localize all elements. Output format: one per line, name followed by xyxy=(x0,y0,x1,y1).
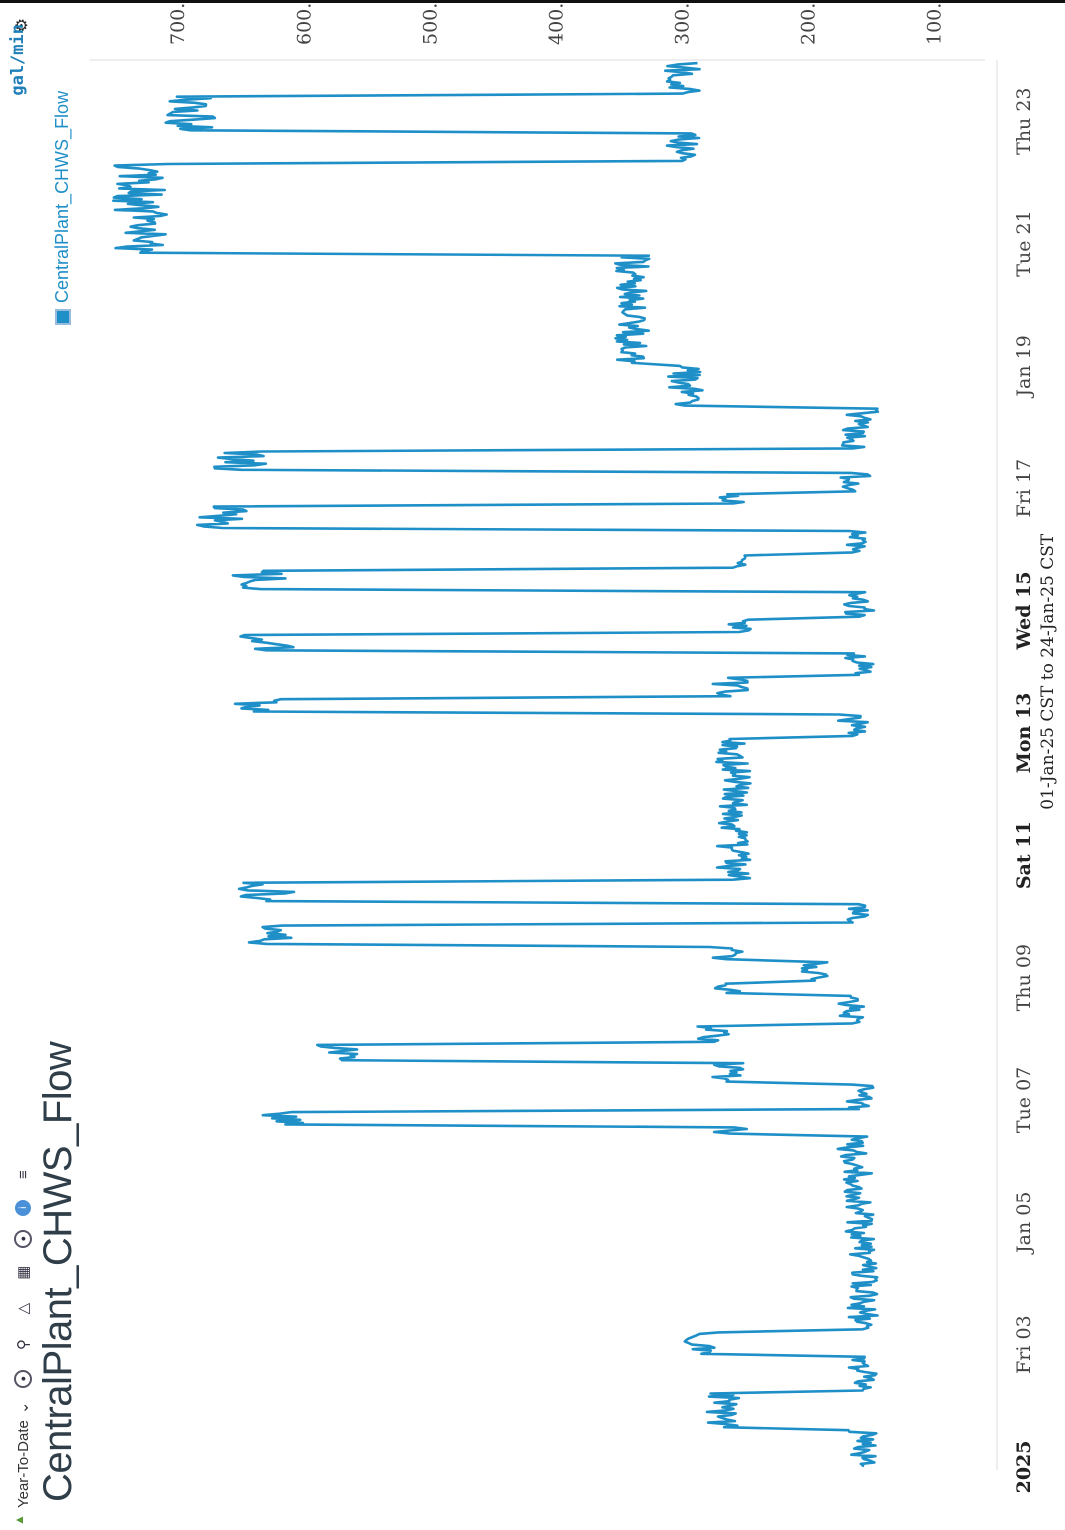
x-tick-label: 2025 xyxy=(1013,1440,1035,1493)
x-tick-label: Sat 11 xyxy=(1013,821,1035,889)
x-tick-label: Tue 07 xyxy=(1013,1067,1035,1133)
y-tick-label: 400.0 xyxy=(545,0,567,45)
y-tick-label: 600.0 xyxy=(293,0,315,45)
page-edge xyxy=(0,0,1065,3)
series-line-CentralPlant_CHWS_Flow[interactable] xyxy=(112,61,880,1468)
x-tick-label: Jan 05 xyxy=(1013,1192,1035,1255)
date-range-caption: 01-Jan-25 CST to 24-Jan-25 CST xyxy=(1038,533,1058,810)
y-tick-label: 100.0 xyxy=(924,0,946,45)
x-tick-label: Mon 13 xyxy=(1013,693,1035,774)
y-tick-label: 500.0 xyxy=(419,0,441,45)
y-tick-label: 300.0 xyxy=(671,0,693,45)
y-tick-label: 200.0 xyxy=(798,0,820,45)
chart-series xyxy=(112,61,880,1468)
x-tick-label: Fri 03 xyxy=(1013,1315,1035,1374)
x-tick-label: Jan 19 xyxy=(1013,335,1035,398)
chart-axes: 700.0 600.0 500.0 400.0 300.0 200.0 100.0 2025 F… xyxy=(90,0,1058,1493)
x-tick-label: Tue 21 xyxy=(1013,210,1035,276)
x-tick-label: Thu 23 xyxy=(1013,87,1035,154)
x-tick-label: Thu 09 xyxy=(1013,944,1035,1011)
x-tick-label: Wed 15 xyxy=(1013,571,1035,650)
x-tick-label: Fri 17 xyxy=(1013,459,1035,518)
y-tick-label: 700.0 xyxy=(167,0,189,45)
